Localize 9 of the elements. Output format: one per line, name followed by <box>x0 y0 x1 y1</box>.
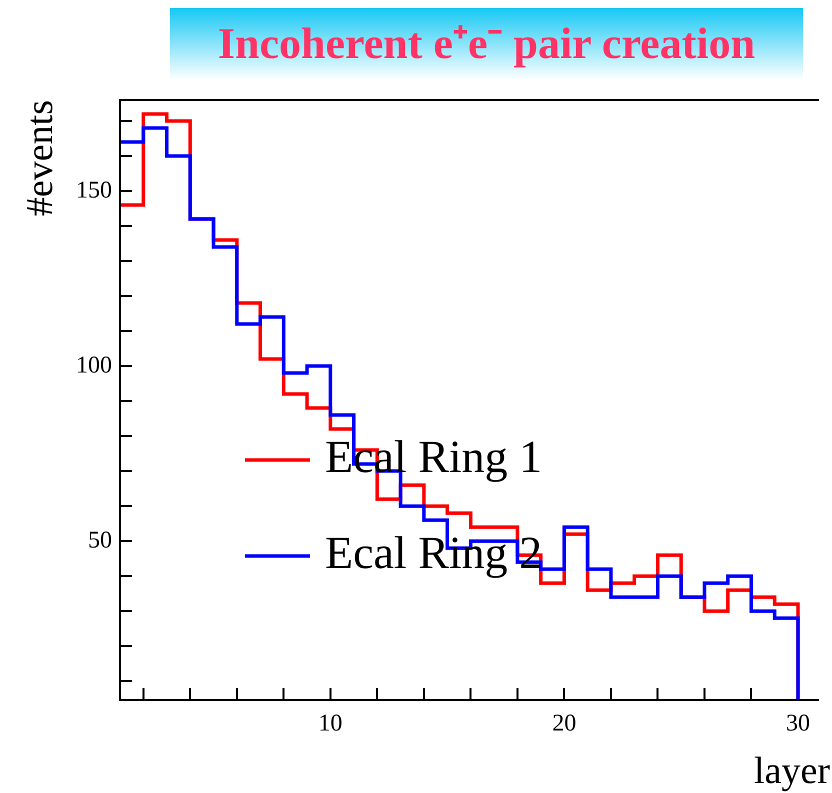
y-tick-label: 100 <box>76 352 112 378</box>
x-axis-title: layer <box>754 750 830 792</box>
x-tick-label: 20 <box>552 710 576 737</box>
x-tick-label: 30 <box>786 710 810 737</box>
y-axis-title: #events <box>19 100 61 216</box>
chart-title: Incoherent e⁺e⁻ pair creation <box>170 8 803 80</box>
y-tick-label: 50 <box>88 527 112 554</box>
y-tick-label: 150 <box>76 177 112 204</box>
x-tick-label: 10 <box>318 710 342 737</box>
